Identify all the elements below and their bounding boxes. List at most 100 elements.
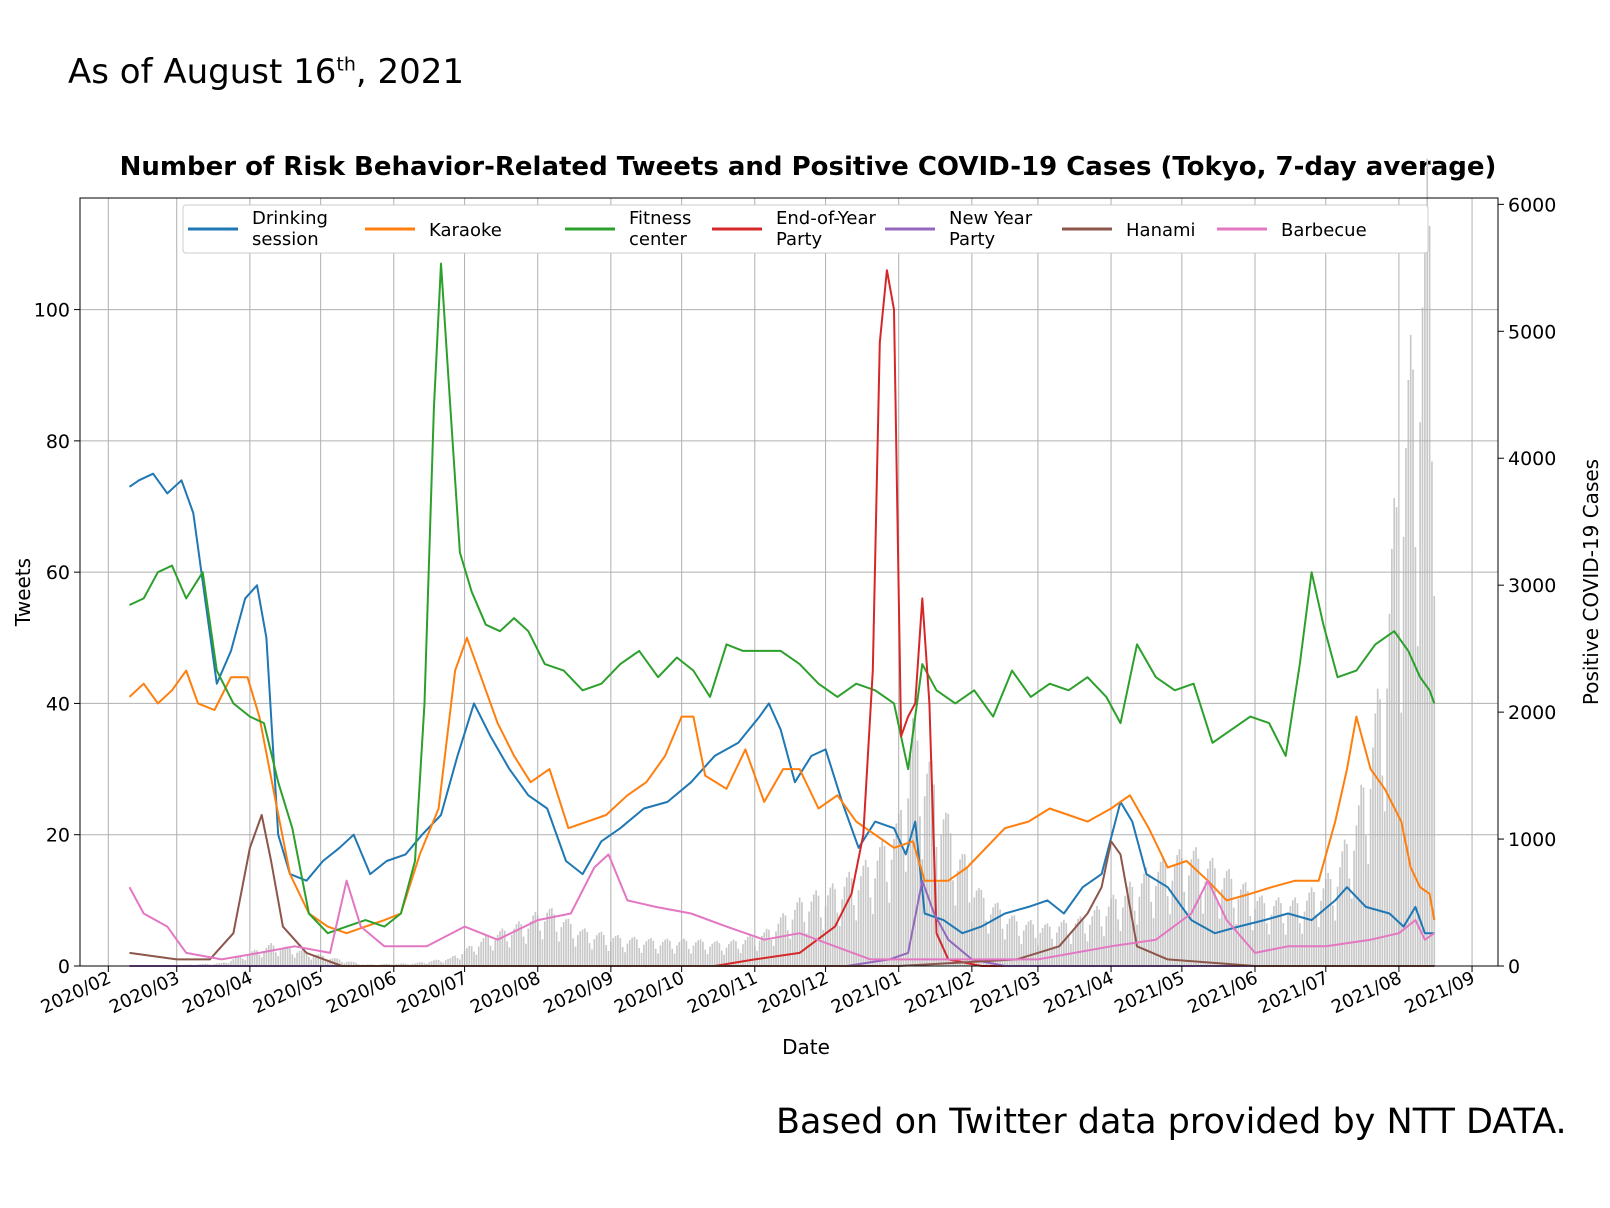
case-bar bbox=[423, 963, 426, 966]
case-bar bbox=[928, 761, 931, 966]
case-bar bbox=[638, 947, 641, 966]
case-bar bbox=[558, 941, 560, 966]
case-bar bbox=[1327, 873, 1329, 966]
case-bar bbox=[1360, 784, 1362, 966]
case-bar bbox=[1306, 900, 1308, 966]
case-bar bbox=[345, 961, 348, 966]
case-bar bbox=[1362, 787, 1365, 966]
case-bar bbox=[300, 950, 303, 966]
case-bar bbox=[1155, 886, 1157, 966]
case-bar bbox=[758, 940, 761, 966]
case-bar bbox=[815, 890, 817, 966]
case-bar bbox=[968, 902, 971, 966]
case-bar bbox=[543, 921, 546, 966]
case-bar bbox=[1086, 941, 1089, 966]
case-bar bbox=[525, 943, 527, 966]
case-bar bbox=[1093, 910, 1096, 966]
case-bar bbox=[803, 921, 806, 966]
case-bar bbox=[333, 958, 336, 966]
case-bar bbox=[1025, 924, 1027, 966]
case-bar bbox=[893, 838, 895, 966]
case-bar bbox=[1291, 900, 1294, 966]
legend-item: Barbecue bbox=[1217, 220, 1367, 241]
case-bar bbox=[914, 713, 917, 966]
case-bar bbox=[1041, 927, 1044, 966]
case-bar bbox=[1126, 887, 1129, 966]
case-bar bbox=[1091, 916, 1094, 966]
case-bar bbox=[926, 773, 928, 966]
case-bar bbox=[1301, 933, 1303, 966]
case-bar bbox=[725, 947, 728, 966]
case-bar bbox=[1284, 934, 1287, 966]
y2-axis-label: Positive COVID-19 Cases bbox=[1579, 459, 1603, 705]
case-bar bbox=[1214, 868, 1216, 966]
case-bar bbox=[298, 951, 301, 966]
case-bar bbox=[1015, 921, 1018, 966]
case-bar bbox=[1159, 861, 1162, 966]
case-bar bbox=[716, 940, 718, 966]
case-bar bbox=[737, 948, 740, 966]
y-tick-label: 60 bbox=[46, 562, 70, 584]
case-bar bbox=[421, 962, 423, 966]
x-tick-label: 2021/07 bbox=[1255, 967, 1332, 1018]
case-bar bbox=[1169, 914, 1171, 966]
case-bar bbox=[1426, 158, 1429, 966]
case-bar bbox=[1320, 900, 1322, 966]
case-bar bbox=[699, 939, 702, 966]
case-bar bbox=[1129, 881, 1131, 966]
case-bar bbox=[522, 936, 525, 966]
case-bar bbox=[1131, 886, 1134, 966]
case-bar bbox=[1381, 775, 1384, 966]
case-bar bbox=[253, 949, 256, 966]
case-bar bbox=[602, 935, 605, 966]
case-bar bbox=[569, 924, 572, 966]
case-bar bbox=[1034, 937, 1037, 966]
case-bar bbox=[581, 929, 584, 966]
x-tick-label: 2020/05 bbox=[250, 967, 327, 1018]
case-bar bbox=[1022, 930, 1025, 966]
case-bar bbox=[508, 947, 511, 966]
case-bar bbox=[220, 962, 223, 966]
case-bar bbox=[888, 902, 891, 966]
case-bar bbox=[293, 957, 296, 966]
case-bar bbox=[515, 924, 518, 966]
case-bar bbox=[1206, 868, 1209, 966]
as-of-superscript: th bbox=[336, 53, 356, 76]
case-bar bbox=[1294, 897, 1296, 966]
case-bar bbox=[341, 961, 343, 966]
case-bar bbox=[789, 938, 792, 966]
case-bar bbox=[1256, 901, 1259, 966]
case-bar bbox=[1204, 881, 1207, 966]
case-bar bbox=[499, 930, 501, 966]
case-bar bbox=[1183, 891, 1186, 966]
case-bar bbox=[1004, 939, 1006, 966]
case-bar bbox=[949, 833, 952, 966]
x-tick-label: 2020/04 bbox=[179, 967, 256, 1018]
case-bar bbox=[1315, 914, 1318, 966]
case-bar bbox=[683, 938, 685, 966]
case-bar bbox=[1386, 688, 1388, 966]
case-bar bbox=[388, 963, 390, 966]
case-bar bbox=[1265, 923, 1268, 966]
case-bar bbox=[527, 928, 530, 966]
legend-label: Fitness center bbox=[629, 208, 691, 250]
case-bar bbox=[690, 953, 692, 966]
case-bar bbox=[1124, 895, 1127, 966]
case-bar bbox=[1230, 878, 1233, 966]
case-bar bbox=[1282, 923, 1285, 966]
plot-frame bbox=[79, 197, 1499, 967]
case-bar bbox=[992, 907, 994, 966]
case-bar bbox=[805, 933, 808, 966]
case-bar bbox=[777, 923, 780, 966]
case-bar bbox=[225, 962, 228, 966]
series-line-6 bbox=[128, 853, 1435, 961]
y2-tick-label: 3000 bbox=[1508, 575, 1556, 597]
case-bar bbox=[624, 952, 626, 966]
case-bar bbox=[751, 936, 754, 966]
case-bar bbox=[466, 948, 468, 966]
case-bar bbox=[383, 963, 386, 966]
legend-item: Fitness center bbox=[565, 208, 691, 250]
case-bar bbox=[678, 942, 681, 966]
case-bar bbox=[501, 928, 504, 966]
case-bar bbox=[204, 963, 206, 966]
